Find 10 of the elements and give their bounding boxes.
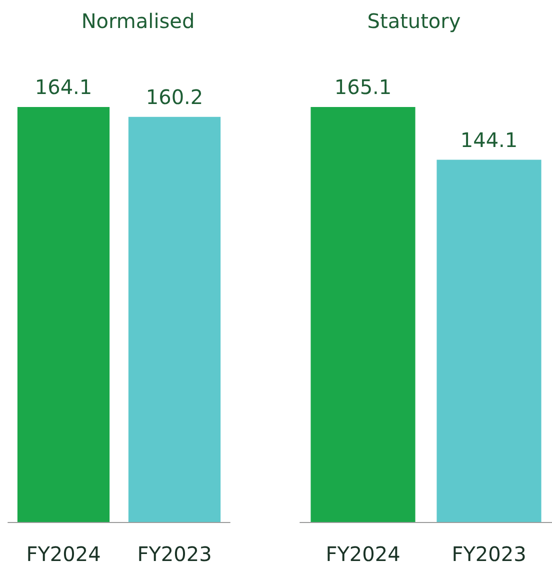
x-tick-label: FY2023 bbox=[452, 542, 526, 566]
data-label: 160.2 bbox=[146, 84, 204, 109]
x-tick-label: FY2024 bbox=[326, 542, 400, 566]
chart-title: Normalised bbox=[81, 9, 195, 33]
x-tick-label: FY2023 bbox=[137, 542, 212, 566]
data-label: 165.1 bbox=[334, 75, 392, 99]
data-label: 144.1 bbox=[460, 128, 518, 152]
data-label: 164.1 bbox=[34, 75, 92, 99]
chart-title: Statutory bbox=[367, 9, 461, 33]
x-tick-label: FY2024 bbox=[26, 542, 101, 566]
